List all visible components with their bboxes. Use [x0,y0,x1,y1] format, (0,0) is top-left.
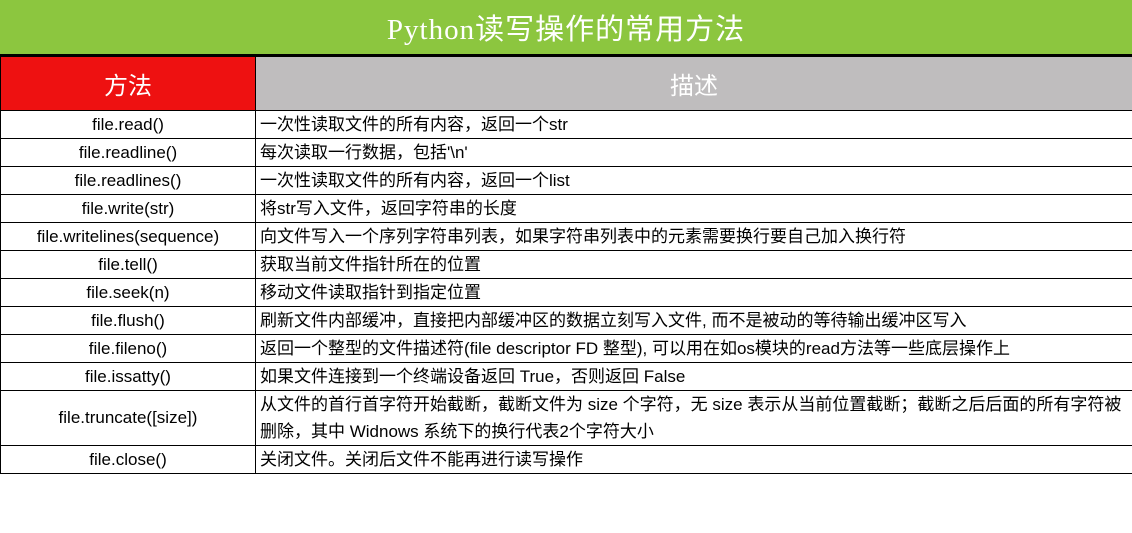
column-header-description: 描述 [255,56,1132,111]
description-cell: 向文件写入一个序列字符串列表，如果字符串列表中的元素需要换行要自己加入换行符 [255,222,1132,251]
method-cell: file.write(str) [0,194,256,223]
method-cell: file.flush() [0,306,256,335]
description-cell: 每次读取一行数据，包括'\n' [255,138,1132,167]
method-cell: file.fileno() [0,334,256,363]
description-cell: 关闭文件。关闭后文件不能再进行读写操作 [255,445,1132,474]
method-cell: file.truncate([size]) [0,390,256,446]
methods-table: 方法 描述 file.read() 一次性读取文件的所有内容，返回一个str f… [0,56,1132,474]
method-cell: file.readline() [0,138,256,167]
method-cell: file.writelines(sequence) [0,222,256,251]
table-row: file.truncate([size]) 从文件的首行首字符开始截断，截断文件… [0,390,1132,446]
description-cell: 如果文件连接到一个终端设备返回 True，否则返回 False [255,362,1132,391]
page-title: Python读写操作的常用方法 [386,14,746,46]
method-cell: file.tell() [0,250,256,279]
table-row: file.readline() 每次读取一行数据，包括'\n' [0,138,1132,167]
header-row: 方法 描述 [0,56,1132,111]
title-banner: Python读写操作的常用方法 [0,0,1132,56]
description-cell: 返回一个整型的文件描述符(file descriptor FD 整型), 可以用… [255,334,1132,363]
table-body: file.read() 一次性读取文件的所有内容，返回一个str file.re… [0,110,1132,474]
table-row: file.seek(n) 移动文件读取指针到指定位置 [0,278,1132,307]
description-cell: 刷新文件内部缓冲，直接把内部缓冲区的数据立刻写入文件, 而不是被动的等待输出缓冲… [255,306,1132,335]
table-row: file.flush() 刷新文件内部缓冲，直接把内部缓冲区的数据立刻写入文件,… [0,306,1132,335]
description-cell: 一次性读取文件的所有内容，返回一个str [255,110,1132,139]
table-row: file.write(str) 将str写入文件，返回字符串的长度 [0,194,1132,223]
description-cell: 将str写入文件，返回字符串的长度 [255,194,1132,223]
table-row: file.close() 关闭文件。关闭后文件不能再进行读写操作 [0,445,1132,474]
description-cell: 一次性读取文件的所有内容，返回一个list [255,166,1132,195]
table-row: file.writelines(sequence) 向文件写入一个序列字符串列表… [0,222,1132,251]
method-cell: file.seek(n) [0,278,256,307]
description-cell: 获取当前文件指针所在的位置 [255,250,1132,279]
method-cell: file.read() [0,110,256,139]
description-cell: 移动文件读取指针到指定位置 [255,278,1132,307]
column-header-method: 方法 [0,56,256,111]
description-cell: 从文件的首行首字符开始截断，截断文件为 size 个字符，无 size 表示从当… [255,390,1132,446]
table-row: file.fileno() 返回一个整型的文件描述符(file descript… [0,334,1132,363]
method-cell: file.readlines() [0,166,256,195]
method-cell: file.issatty() [0,362,256,391]
table-row: file.issatty() 如果文件连接到一个终端设备返回 True，否则返回… [0,362,1132,391]
method-cell: file.close() [0,445,256,474]
table-header: 方法 描述 [0,56,1132,111]
table-row: file.read() 一次性读取文件的所有内容，返回一个str [0,110,1132,139]
table-row: file.readlines() 一次性读取文件的所有内容，返回一个list [0,166,1132,195]
table-row: file.tell() 获取当前文件指针所在的位置 [0,250,1132,279]
